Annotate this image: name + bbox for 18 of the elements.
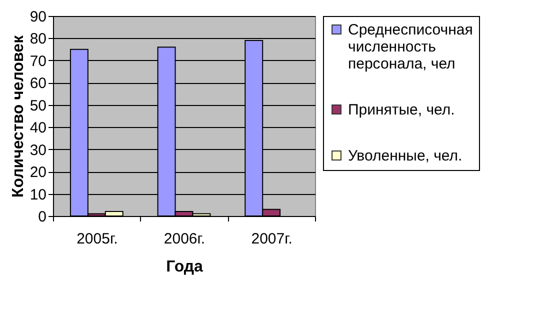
- x-axis-title: Года: [166, 258, 204, 276]
- y-tick-label: 20: [30, 164, 46, 182]
- y-tick-label: 30: [30, 142, 46, 159]
- y-tick-label: 90: [30, 8, 46, 26]
- y-axis-title: Количество человек: [10, 34, 27, 198]
- x-tick-label: 2005г.: [76, 230, 118, 248]
- x-tick-label: 2006г.: [164, 230, 206, 248]
- y-tick-label: 60: [30, 75, 46, 92]
- x-tick-label: 2007г.: [251, 230, 292, 248]
- legend-label: Уволенные, чел.: [348, 148, 462, 164]
- y-tick-label: 40: [30, 120, 46, 137]
- y-tick-label: 80: [30, 30, 46, 48]
- y-tick-label: 10: [30, 186, 46, 204]
- y-tick-label: 70: [30, 52, 46, 70]
- y-tick-label: 0: [38, 208, 46, 226]
- legend-label: Среднесписочная численность персонала, чел: [348, 22, 473, 72]
- y-tick-label: 50: [30, 97, 46, 114]
- legend-label: Принятые, чел.: [348, 102, 455, 118]
